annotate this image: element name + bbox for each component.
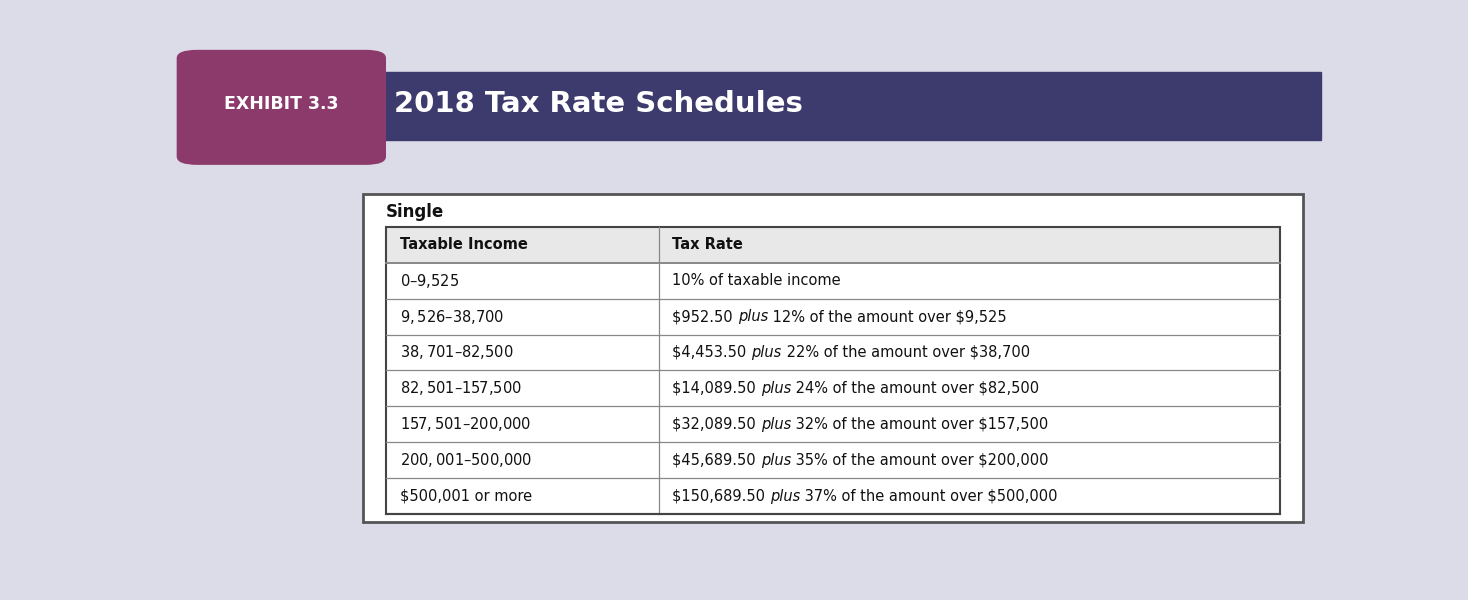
Bar: [386, 227, 1280, 514]
Text: 37% of the amount over $500,000: 37% of the amount over $500,000: [800, 488, 1058, 503]
Bar: [184, 72, 1321, 140]
Text: 12% of the amount over $9,525: 12% of the amount over $9,525: [768, 309, 1007, 324]
Text: $500,001 or more: $500,001 or more: [399, 488, 531, 503]
Text: 35% of the amount over $200,000: 35% of the amount over $200,000: [791, 453, 1048, 468]
Text: 24% of the amount over $82,500: 24% of the amount over $82,500: [791, 381, 1039, 396]
Bar: [386, 299, 1280, 335]
Bar: [386, 227, 1280, 263]
Text: $14,089.50: $14,089.50: [672, 381, 760, 396]
Text: plus: plus: [737, 309, 768, 324]
Text: $38,701–$82,500: $38,701–$82,500: [399, 343, 514, 361]
Bar: [386, 442, 1280, 478]
Text: Tax Rate: Tax Rate: [672, 237, 743, 252]
Text: 22% of the amount over $38,700: 22% of the amount over $38,700: [781, 345, 1029, 360]
Text: $45,689.50: $45,689.50: [672, 453, 760, 468]
Bar: [386, 335, 1280, 370]
Text: Taxable Income: Taxable Income: [399, 237, 527, 252]
Text: plus: plus: [760, 381, 791, 396]
FancyBboxPatch shape: [176, 50, 386, 165]
Text: $32,089.50: $32,089.50: [672, 417, 760, 432]
Text: $0–$9,525: $0–$9,525: [399, 272, 459, 290]
Text: plus: plus: [752, 345, 781, 360]
Text: $157,501–$200,000: $157,501–$200,000: [399, 415, 531, 433]
Text: EXHIBIT 3.3: EXHIBIT 3.3: [225, 95, 339, 113]
Text: plus: plus: [760, 417, 791, 432]
Text: $150,689.50: $150,689.50: [672, 488, 771, 503]
Bar: [386, 263, 1280, 299]
Text: plus: plus: [760, 453, 791, 468]
Text: $4,453.50: $4,453.50: [672, 345, 752, 360]
Bar: [386, 370, 1280, 406]
Text: $200,001–$500,000: $200,001–$500,000: [399, 451, 531, 469]
Text: plus: plus: [771, 488, 800, 503]
Text: $952.50: $952.50: [672, 309, 737, 324]
Bar: [386, 406, 1280, 442]
Bar: [386, 478, 1280, 514]
Text: Single: Single: [386, 203, 445, 221]
Text: 32% of the amount over $157,500: 32% of the amount over $157,500: [791, 417, 1048, 432]
Text: 10% of taxable income: 10% of taxable income: [672, 273, 841, 288]
Text: $9,526–$38,700: $9,526–$38,700: [399, 308, 504, 326]
FancyBboxPatch shape: [363, 194, 1304, 523]
Text: $82,501–$157,500: $82,501–$157,500: [399, 379, 521, 397]
Text: 2018 Tax Rate Schedules: 2018 Tax Rate Schedules: [393, 91, 803, 118]
